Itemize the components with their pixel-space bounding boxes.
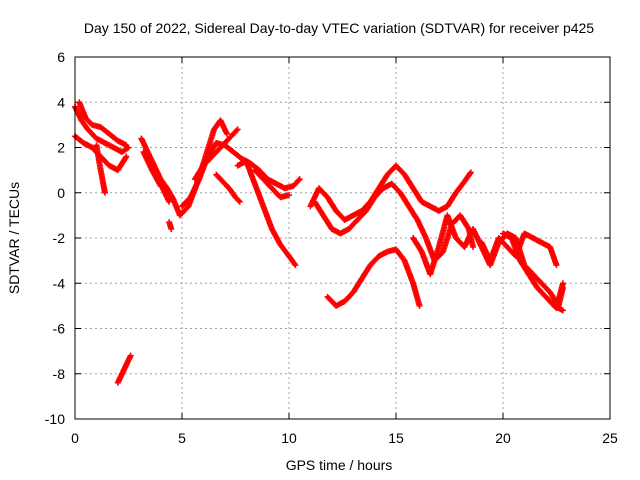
x-tick-label: 25: [602, 430, 618, 446]
data-point: [123, 142, 130, 149]
series-track-g: [140, 149, 164, 189]
data-point: [127, 352, 134, 359]
series-track-e: [114, 352, 134, 386]
y-tick-label: -4: [53, 275, 66, 291]
y-axis-label: SDTVAR / TECUs: [6, 182, 22, 294]
series-track-c: [76, 99, 130, 149]
series-track-u: [547, 280, 566, 312]
data-point: [122, 154, 129, 161]
data-point: [166, 198, 173, 205]
y-tick-label: -8: [53, 366, 66, 382]
series-track-s: [478, 230, 560, 269]
x-tick-label: 5: [178, 430, 186, 446]
series-track-h: [157, 180, 173, 205]
series-track-o: [307, 162, 474, 223]
data-point: [235, 197, 242, 204]
series-track-q: [324, 246, 423, 309]
series-track-i: [166, 219, 175, 232]
series-track-a: [72, 103, 132, 156]
series-track-n: [251, 167, 292, 201]
data-point: [416, 302, 423, 309]
data-point: [101, 189, 108, 196]
data-point: [292, 262, 299, 269]
y-tick-label: -6: [53, 321, 66, 337]
data-point: [223, 130, 230, 137]
series-track-l: [213, 171, 243, 205]
series-track-m: [234, 158, 299, 269]
data-point: [553, 262, 560, 269]
data-point: [296, 176, 303, 183]
data-point: [286, 192, 292, 199]
data-point: [559, 280, 566, 287]
y-tick-label: 0: [57, 185, 65, 201]
data-point: [168, 225, 175, 232]
y-tick-label: 6: [57, 49, 65, 65]
data-points: [72, 99, 566, 386]
y-tick-label: -10: [45, 411, 65, 427]
plot-frame: [74, 56, 611, 420]
data-point: [233, 127, 240, 134]
data-point: [123, 153, 130, 160]
y-tick-label: 2: [57, 140, 65, 156]
x-tick-label: 20: [495, 430, 511, 446]
x-tick-label: 15: [388, 430, 404, 446]
data-point: [234, 126, 241, 133]
data-point: [236, 198, 243, 205]
y-tick-label: -2: [53, 230, 66, 246]
y-tick-label: 4: [57, 94, 65, 110]
data-point: [470, 244, 477, 251]
series-track-k: [191, 126, 241, 183]
x-tick-label: 10: [281, 430, 297, 446]
x-axis-label: GPS time / hours: [286, 457, 393, 473]
data-point: [295, 177, 302, 184]
data-point: [467, 169, 474, 176]
x-tick-label: 0: [71, 430, 79, 446]
series-track-d: [93, 142, 108, 196]
chart-title: Day 150 of 2022, Sidereal Day-to-day VTE…: [84, 20, 594, 36]
data-point: [559, 307, 566, 314]
